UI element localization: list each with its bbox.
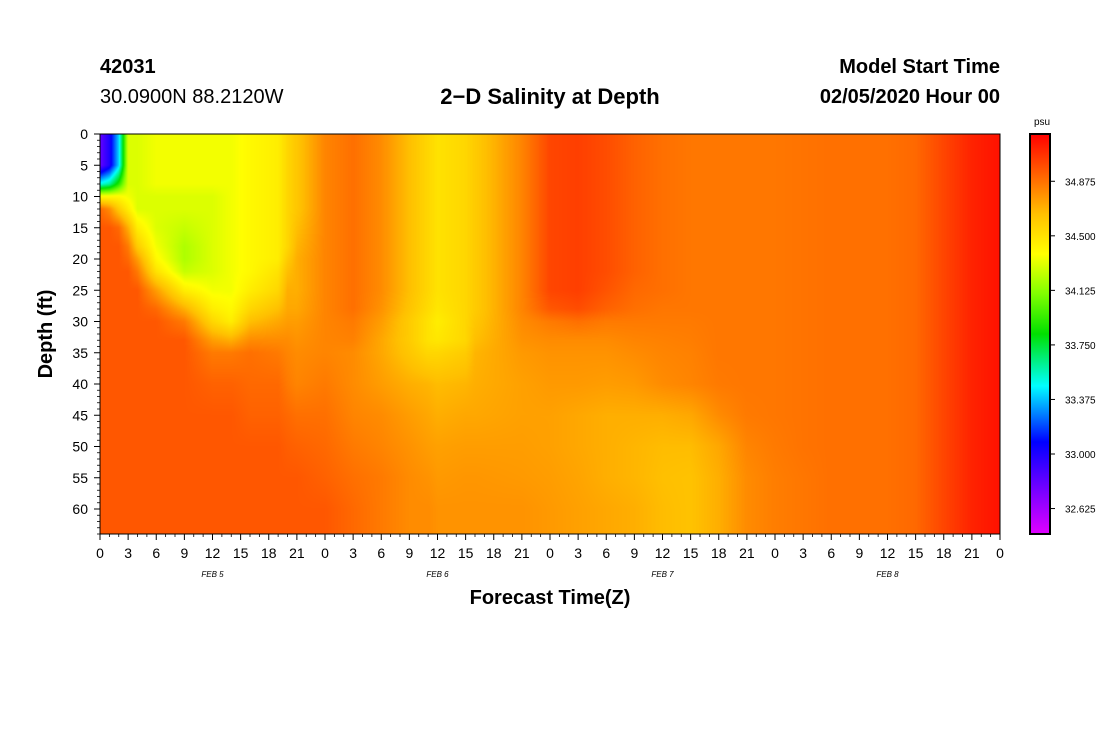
y-tick-label: 45 [72,407,88,423]
date-label: FEB 6 [426,570,449,579]
y-tick-label: 10 [72,189,88,205]
x-tick-label: 6 [152,545,160,561]
y-tick-label: 0 [80,126,88,142]
y-tick-label: 30 [72,314,88,330]
x-tick-label: 15 [458,545,474,561]
x-tick-label: 6 [377,545,385,561]
date-label: FEB 8 [876,570,899,579]
colorbar-bar [1029,133,1051,535]
x-tick-label: 21 [739,545,755,561]
colorbar-tick-label: 33.750 [1065,341,1096,352]
date-label: FEB 5 [201,570,224,579]
x-axis: 0 3 6 9 12 15 18 21 0 3 6 9 12 15 18 21 0 3 6 9 12 15 18 21 0 3 6 9… [96,534,1004,561]
x-tick-label: 3 [799,545,807,561]
x-tick-label: 12 [880,545,896,561]
x-tick-label: 0 [96,545,104,561]
colorbar-tick-label: 33.375 [1065,395,1096,406]
y-tick-label: 25 [72,282,88,298]
x-axis-title: Forecast Time(Z) [470,587,631,609]
x-tick-label: 0 [996,545,1004,561]
x-tick-label: 12 [655,545,671,561]
colorbar: psu 32.625 33.000 33.375 33.750 34.125 34.500… [1029,117,1096,535]
x-tick-label: 18 [261,545,277,561]
x-tick-label: 18 [486,545,502,561]
colorbar-ticks: 32.625 33.000 33.375 33.750 34.125 34.500 34.8… [1050,177,1096,516]
colorbar-tick-label: 32.625 [1065,505,1096,516]
station-coordinates: 30.0900N 88.2120W [100,86,284,108]
model-start-label: Model Start Time [839,56,1000,78]
x-tick-label: 21 [964,545,980,561]
x-tick-label: 18 [936,545,952,561]
colorbar-tick-label: 33.000 [1065,450,1096,461]
colorbar-tick-label: 34.875 [1065,177,1096,188]
x-tick-label: 9 [180,545,188,561]
x-tick-label: 15 [908,545,924,561]
x-tick-label: 0 [321,545,329,561]
heatmap-container [100,134,1000,534]
x-tick-label: 6 [827,545,835,561]
colorbar-unit: psu [1034,117,1050,128]
chart-title: 2−D Salinity at Depth [440,84,660,109]
y-tick-label: 50 [72,439,88,455]
salinity-heatmap [100,134,1000,534]
colorbar-tick-label: 34.500 [1065,232,1096,243]
x-tick-label: 6 [602,545,610,561]
x-tick-label: 18 [711,545,727,561]
date-labels: FEB 5 FEB 6 FEB 7 FEB 8 [201,570,899,579]
x-tick-label: 21 [514,545,530,561]
y-axis-title: Depth (ft) [35,290,57,379]
y-tick-label: 35 [72,345,88,361]
y-tick-label: 60 [72,501,88,517]
x-tick-label: 0 [546,545,554,561]
x-tick-label: 3 [124,545,132,561]
y-tick-label: 20 [72,251,88,267]
x-tick-label: 9 [630,545,638,561]
x-tick-label: 0 [771,545,779,561]
y-tick-label: 5 [80,157,88,173]
x-tick-label: 15 [233,545,249,561]
model-start-value: 02/05/2020 Hour 00 [819,86,1000,108]
x-tick-label: 3 [574,545,582,561]
x-tick-label: 9 [405,545,413,561]
colorbar-tick-label: 34.125 [1065,286,1096,297]
x-tick-label: 12 [205,545,221,561]
x-tick-label: 15 [683,545,699,561]
y-tick-label: 55 [72,470,88,486]
x-tick-label: 9 [855,545,863,561]
x-tick-label: 3 [349,545,357,561]
x-tick-label: 21 [289,545,305,561]
station-id: 42031 [100,56,156,78]
x-tick-label: 12 [430,545,446,561]
y-axis: 0 5 10 15 20 25 30 35 40 45 50 55 60 [72,126,100,535]
y-tick-label: 40 [72,376,88,392]
date-label: FEB 7 [651,570,674,579]
y-tick-label: 15 [72,220,88,236]
